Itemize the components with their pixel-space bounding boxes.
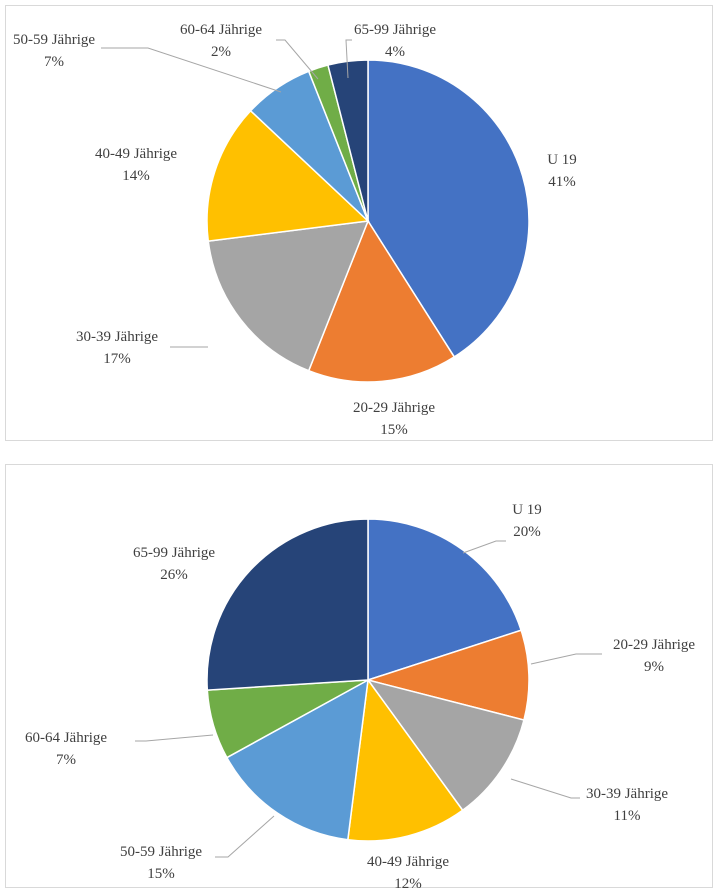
pie-slice-20-29-j-hrige xyxy=(365,629,530,721)
percent-label: 41% xyxy=(548,174,576,190)
pie-slices xyxy=(206,518,530,842)
pie-chart-2-svg: U 19 20% 20-29 Jährige 9% 30-39 Jährige 11% 40… xyxy=(25,502,695,889)
pie-slice-65-99-j-hrige xyxy=(327,59,369,222)
percent-label: 7% xyxy=(56,752,76,768)
leader-line xyxy=(462,540,506,554)
category-label: 30-39 Jährige xyxy=(76,329,158,345)
leader-line xyxy=(530,653,602,665)
percent-label: 7% xyxy=(44,54,64,70)
pie-slice-30-39-j-hrige xyxy=(366,678,525,812)
category-label: 60-64 Jährige xyxy=(25,730,107,746)
pie-slice-20-29-j-hrige xyxy=(307,219,456,383)
leader-line xyxy=(510,778,580,799)
pie-slice-50-59-j-hrige xyxy=(225,678,369,841)
pie-slices xyxy=(206,59,530,383)
category-label: 20-29 Jährige xyxy=(353,400,435,416)
percent-label: 14% xyxy=(122,168,150,184)
category-label: 40-49 Jährige xyxy=(367,854,449,870)
category-label: U 19 xyxy=(547,152,577,168)
percent-label: 4% xyxy=(385,44,405,60)
pie-chart-1: U 19 41% 20-29 Jährige 15% 30-39 Jährige 17% 4… xyxy=(5,5,713,441)
percent-label: 26% xyxy=(160,567,188,583)
leader-line xyxy=(345,39,352,79)
category-label: 30-39 Jährige xyxy=(586,786,668,802)
percent-label: 20% xyxy=(513,524,541,540)
pie-slice-30-39-j-hrige xyxy=(207,220,370,372)
pie-slice-u-19 xyxy=(367,518,523,682)
pie-slice-40-49-j-hrige xyxy=(206,109,370,243)
leader-line xyxy=(101,47,282,93)
category-label: 20-29 Jährige xyxy=(613,637,695,653)
pie-slice-40-49-j-hrige xyxy=(346,678,464,842)
pie-chart-1-svg: U 19 41% 20-29 Jährige 15% 30-39 Jährige 17% 4… xyxy=(13,22,577,438)
leader-line xyxy=(215,815,275,858)
percent-label: 2% xyxy=(211,44,231,60)
category-label: U 19 xyxy=(512,502,542,518)
category-label: 65-99 Jährige xyxy=(133,545,215,561)
percent-label: 15% xyxy=(147,866,175,882)
category-label: 50-59 Jährige xyxy=(13,32,95,48)
leader-line xyxy=(276,39,319,80)
category-label: 50-59 Jährige xyxy=(120,844,202,860)
percent-label: 11% xyxy=(614,808,641,824)
percent-label: 9% xyxy=(644,659,664,675)
pie-slice-u-19 xyxy=(367,59,530,358)
category-label: 65-99 Jährige xyxy=(354,22,436,38)
category-label: 60-64 Jährige xyxy=(180,22,262,38)
leader-line xyxy=(135,734,214,742)
percent-label: 15% xyxy=(380,422,408,438)
category-label: 40-49 Jährige xyxy=(95,146,177,162)
percent-label: 12% xyxy=(394,876,422,889)
pie-slice-65-99-j-hrige xyxy=(206,518,369,691)
percent-label: 17% xyxy=(103,351,131,367)
pie-chart-2: U 19 20% 20-29 Jährige 9% 30-39 Jährige 11% 40… xyxy=(5,464,713,889)
